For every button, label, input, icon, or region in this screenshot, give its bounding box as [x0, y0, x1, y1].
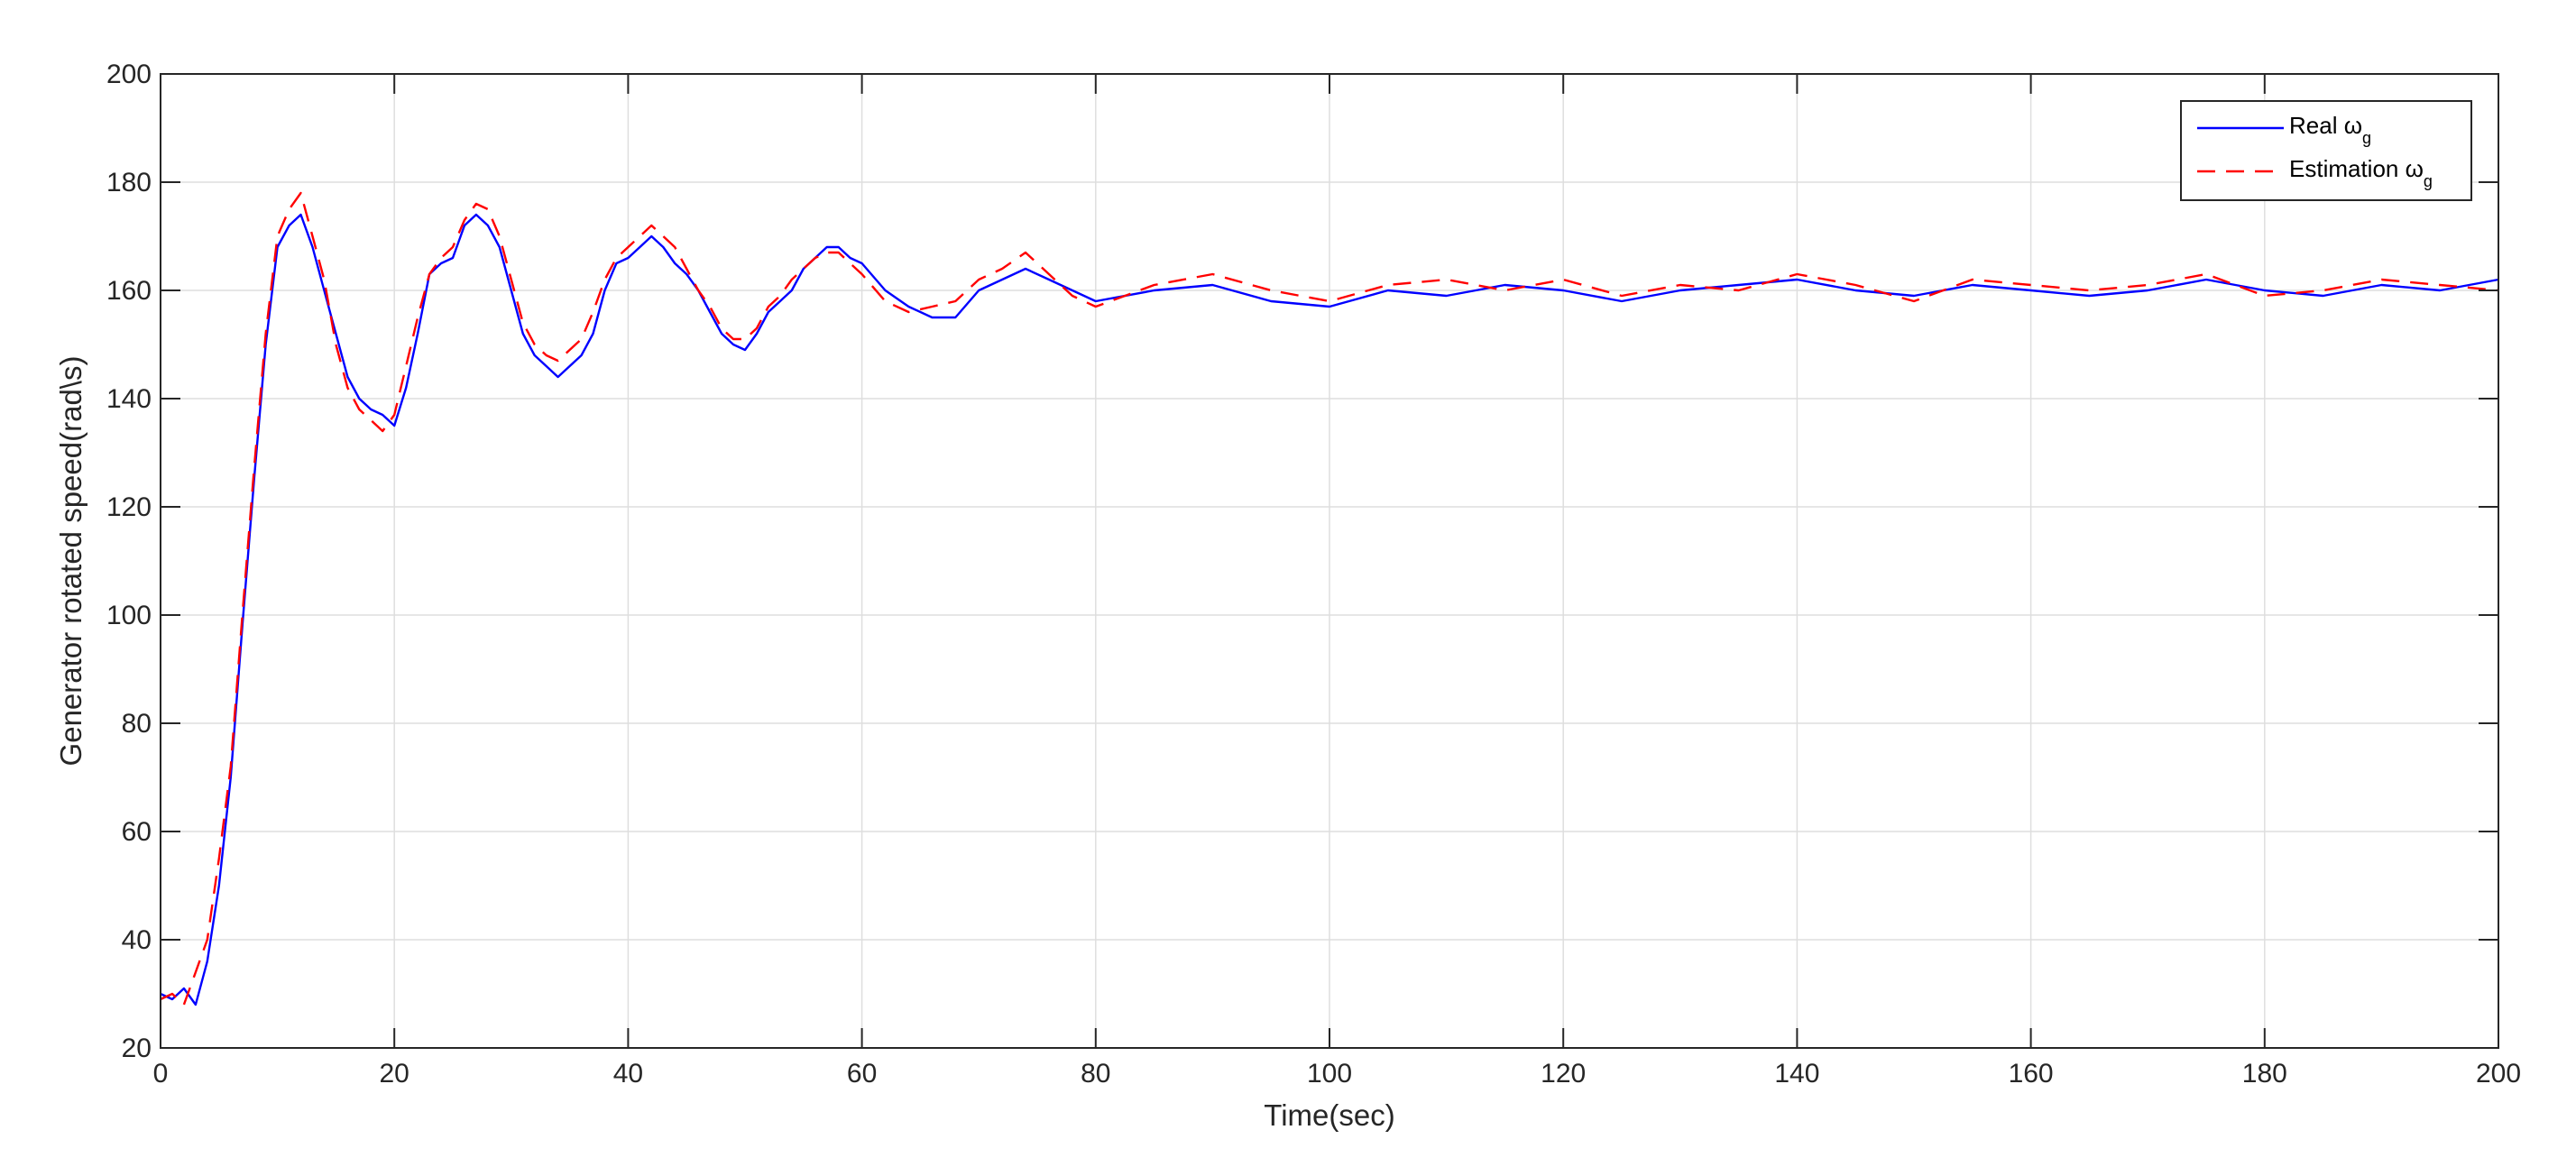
series-line-estimation: [160, 191, 2499, 1006]
axis-ticks: 0 20 40 60 80 100 120 140 160 180 2002040608010012…: [106, 60, 2521, 1089]
x-tick-label: 80: [1081, 1059, 1110, 1089]
x-tick-label: 20: [380, 1059, 409, 1089]
y-tick-label: 20: [122, 1034, 152, 1063]
legend-label-estimation-main: Estimation ω: [2289, 155, 2424, 182]
x-axis-title: Time(sec): [1264, 1098, 1394, 1132]
y-tick-label: 40: [122, 925, 152, 955]
y-axis-title: Generator rotated speed(rad\s): [54, 356, 87, 767]
x-tick-label: 120: [1541, 1059, 1586, 1089]
x-tick-label: 180: [2242, 1059, 2287, 1089]
x-tick-label: 0: [153, 1059, 169, 1089]
legend-label-estimation-sub: g: [2424, 172, 2433, 190]
y-tick-label: 180: [106, 168, 152, 198]
legend-label-real-main: Real ω: [2289, 112, 2362, 139]
x-tick-label: 140: [1774, 1059, 1819, 1089]
legend-label-real-sub: g: [2362, 129, 2371, 147]
y-tick-label: 140: [106, 384, 152, 414]
x-tick-label: 200: [2476, 1059, 2521, 1089]
series-line-real: [160, 213, 2499, 1006]
x-tick-label: 40: [613, 1059, 643, 1089]
y-tick-label: 100: [106, 601, 152, 630]
gridlines: [161, 74, 2498, 1048]
x-tick-label: 60: [847, 1059, 877, 1089]
y-tick-label: 120: [106, 492, 152, 522]
x-tick-label: 100: [1307, 1059, 1352, 1089]
x-tick-label: 160: [2009, 1059, 2054, 1089]
series-layer: [160, 191, 2499, 1006]
legend: Real ωg Estimation ωg: [2180, 100, 2472, 201]
y-tick-label: 80: [122, 709, 152, 739]
y-tick-label: 160: [106, 276, 152, 306]
legend-box: [2180, 100, 2472, 201]
y-tick-label: 60: [122, 817, 152, 847]
legend-label-real: Real ωg: [2289, 112, 2371, 147]
y-tick-label: 200: [106, 60, 152, 89]
legend-label-estimation: Estimation ωg: [2289, 155, 2433, 190]
